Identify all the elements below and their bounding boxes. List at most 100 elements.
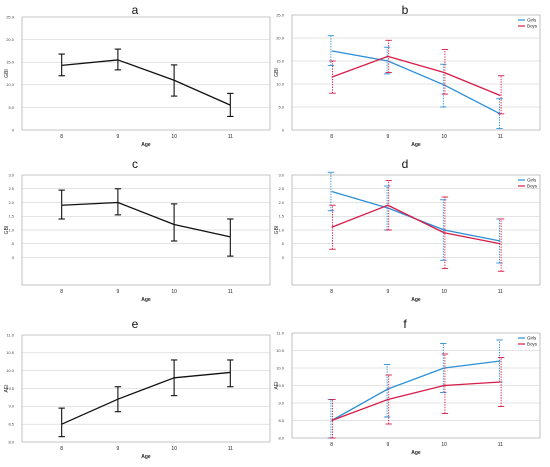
y-tick-label: .5 xyxy=(281,241,285,246)
x-axis-label: Age xyxy=(141,454,151,460)
y-tick-label: 9.5 xyxy=(278,383,284,388)
series-line xyxy=(331,55,501,97)
x-tick-label: 8 xyxy=(330,134,333,140)
series-line xyxy=(331,50,501,115)
y-tick-label: 1.5 xyxy=(278,214,284,219)
y-tick-label: 3.0 xyxy=(8,172,14,177)
x-tick-label: 8 xyxy=(330,442,333,448)
x-tick-label: 10 xyxy=(171,134,177,140)
y-axis-label: GBI xyxy=(274,68,280,77)
series-girls xyxy=(327,35,503,130)
series-line xyxy=(331,204,501,245)
x-tick-label: 8 xyxy=(60,289,63,295)
x-tick-label: 9 xyxy=(117,289,120,295)
series-boys xyxy=(329,180,505,272)
y-tick-label: 15.0 xyxy=(6,60,15,65)
x-axis-label: Age xyxy=(141,297,151,303)
y-tick-label: 8.5 xyxy=(278,418,284,423)
chart-panel-f: f 8.0 8.5 9.0 9.5 10.0 10.5 11.0 8 9 10 11 Age AEI Gir… xyxy=(274,317,541,456)
y-tick-label: 20.0 xyxy=(6,37,15,42)
x-tick-label: 9 xyxy=(387,442,390,448)
series-boys xyxy=(329,353,505,439)
y-tick-label: 25.0 xyxy=(276,12,285,17)
y-tick-label: 10.0 xyxy=(276,81,285,86)
x-tick-label: 11 xyxy=(228,289,233,295)
chart-panel-b: b 0 5.0 10.0 15.0 20.0 25.0 8 9 10 11 Age GBI GirlsBo… xyxy=(274,3,541,148)
panel-letter: f xyxy=(403,317,407,331)
chart-panel-c: c 0 .5 1.0 1.5 2.0 2.5 3.0 8 9 10 11 Age GBI xyxy=(4,157,271,303)
x-axis-label: Age xyxy=(411,297,421,303)
x-axis-label: Age xyxy=(411,450,421,456)
series-mean xyxy=(58,188,234,257)
x-tick-label: 11 xyxy=(498,289,503,295)
panel-letter: c xyxy=(132,157,138,171)
y-tick-label: 1.0 xyxy=(278,227,284,232)
y-tick-label: 9.0 xyxy=(278,400,284,405)
y-tick-label: .5 xyxy=(11,241,15,246)
y-axis-label: AEI xyxy=(274,381,280,389)
y-tick-label: 9.5 xyxy=(8,386,14,391)
y-tick-label: 8.0 xyxy=(278,435,284,440)
panel-letter: d xyxy=(402,157,409,171)
series-girls xyxy=(327,171,503,264)
panel-letter: a xyxy=(132,3,139,17)
y-tick-label: 2.5 xyxy=(278,186,284,191)
x-tick-label: 9 xyxy=(117,134,120,140)
y-tick-label: 11.0 xyxy=(277,330,285,335)
y-tick-label: 2.0 xyxy=(278,200,284,205)
x-tick-label: 11 xyxy=(498,134,503,140)
y-tick-label: 9.0 xyxy=(8,404,14,409)
y-tick-label: 1.0 xyxy=(8,227,14,232)
series-boys xyxy=(329,39,505,115)
x-tick-label: 11 xyxy=(228,134,233,140)
y-tick-label: 0 xyxy=(282,255,285,260)
y-tick-label: 10.0 xyxy=(6,82,15,87)
x-tick-label: 8 xyxy=(330,289,333,295)
series-line xyxy=(331,360,501,422)
y-axis-label: GBI xyxy=(4,226,10,235)
x-tick-label: 10 xyxy=(441,442,447,448)
legend-label: Girls xyxy=(527,336,537,341)
y-tick-label: 15.0 xyxy=(276,58,285,63)
y-tick-label: 5.0 xyxy=(278,104,284,109)
y-tick-label: 5.0 xyxy=(8,105,14,110)
y-tick-label: 10.5 xyxy=(276,348,285,353)
x-tick-label: 11 xyxy=(228,446,233,452)
series-line xyxy=(331,381,501,422)
series-line xyxy=(61,59,231,106)
chart-panel-e: e 8.0 8.5 9.0 9.5 10.0 10.5 11.0 8 9 10 11 Age AEI xyxy=(4,317,271,460)
x-tick-label: 10 xyxy=(171,289,177,295)
x-axis-label: Age xyxy=(411,142,421,148)
series-mean xyxy=(58,359,234,438)
x-tick-label: 10 xyxy=(441,134,447,140)
y-tick-label: 2.5 xyxy=(8,186,14,191)
y-tick-label: 0 xyxy=(12,255,15,260)
series-line xyxy=(61,371,231,425)
series-girls xyxy=(327,339,503,439)
y-axis-label: GBI xyxy=(4,69,10,78)
x-tick-label: 10 xyxy=(171,446,177,452)
x-tick-label: 10 xyxy=(441,289,447,295)
x-tick-label: 11 xyxy=(498,442,503,448)
y-tick-label: 8.0 xyxy=(8,439,14,444)
legend-label: Boys xyxy=(527,184,538,189)
y-tick-label: 10.0 xyxy=(276,365,285,370)
y-tick-label: 3.0 xyxy=(278,172,284,177)
panel-letter: b xyxy=(402,3,409,17)
series-line xyxy=(61,201,231,238)
panel-letter: e xyxy=(132,317,139,331)
x-tick-label: 8 xyxy=(60,134,63,140)
legend-label: Girls xyxy=(527,18,537,23)
y-axis-label: AEI xyxy=(4,384,10,392)
legend-label: Boys xyxy=(527,24,538,29)
y-tick-label: 1.5 xyxy=(8,214,14,219)
y-tick-label: 8.5 xyxy=(8,422,14,427)
x-tick-label: 9 xyxy=(387,134,390,140)
x-tick-label: 8 xyxy=(60,446,63,452)
y-tick-label: 10.0 xyxy=(6,368,15,373)
y-tick-label: 0 xyxy=(282,127,285,132)
